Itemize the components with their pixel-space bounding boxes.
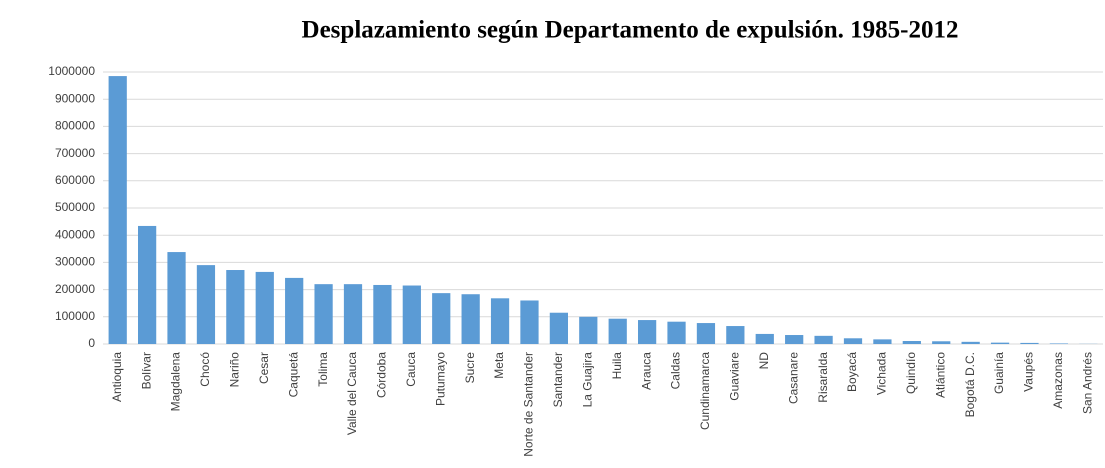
x-tick-label: Bolívar — [139, 352, 153, 389]
bar — [990, 342, 1010, 344]
bar — [638, 320, 657, 344]
x-tick-label: San Andrés — [1080, 352, 1094, 414]
x-tick-label: Guainía — [992, 352, 1006, 394]
x-tick-label: Atlántico — [933, 352, 947, 398]
x-tick-label: Santander — [551, 352, 565, 407]
y-tick-label: 500000 — [55, 200, 95, 214]
x-tick-label: Casanare — [786, 352, 800, 404]
bar — [167, 252, 186, 344]
chart-title: Desplazamiento según Departamento de exp… — [302, 17, 959, 44]
x-tick-label: La Guajira — [580, 352, 594, 408]
bar — [490, 298, 510, 344]
y-tick-label: 800000 — [55, 119, 95, 133]
bar — [373, 284, 392, 344]
x-tick-label: Boyacá — [845, 352, 859, 392]
x-tick-label: Norte de Santander — [522, 352, 536, 457]
bar — [696, 323, 716, 344]
x-tick-label: Magdalena — [169, 352, 183, 412]
bar — [755, 333, 774, 344]
x-tick-label: Córdoba — [375, 352, 389, 398]
x-tick-label: Caldas — [669, 352, 683, 389]
y-tick-label: 300000 — [55, 255, 95, 269]
y-tick-label: 200000 — [55, 282, 95, 296]
x-tick-label: Amazonas — [1051, 352, 1065, 409]
y-tick-label: 1000000 — [48, 64, 95, 78]
bar — [255, 271, 274, 344]
bar — [932, 341, 951, 344]
bar — [843, 338, 863, 344]
bar — [785, 335, 804, 344]
y-tick-label: 600000 — [55, 173, 95, 187]
x-tick-label: Arauca — [639, 352, 653, 390]
bar — [579, 316, 598, 344]
x-tick-label: Sucre — [463, 352, 477, 384]
bar — [108, 76, 127, 344]
bar — [814, 335, 833, 344]
x-tick-label: Huila — [610, 352, 624, 380]
bar — [1020, 342, 1039, 344]
y-tick-label: 900000 — [55, 91, 95, 105]
x-tick-label: Vaupés — [1022, 352, 1036, 392]
bar — [1049, 343, 1068, 344]
bar — [226, 270, 245, 344]
x-tick-label: Valle del Cauca — [345, 352, 359, 435]
x-tick-label: Chocó — [198, 352, 212, 387]
bar — [726, 326, 745, 344]
bar — [196, 265, 216, 344]
y-tick-label: 700000 — [55, 146, 95, 160]
x-tick-label: Quindío — [904, 352, 918, 394]
bar — [314, 284, 333, 344]
y-tick-label: 100000 — [55, 309, 95, 323]
bar — [138, 225, 157, 344]
x-tick-label: Cundinamarca — [698, 352, 712, 430]
x-tick-label: Meta — [492, 352, 506, 379]
x-tick-label: Nariño — [228, 352, 242, 388]
x-tick-label: Bogotá D.C. — [963, 352, 977, 417]
bar — [961, 341, 980, 344]
x-tick-label: Putumayo — [433, 352, 447, 406]
bar — [902, 341, 921, 344]
x-tick-label: Cesar — [257, 352, 271, 384]
y-tick-label: 400000 — [55, 227, 95, 241]
x-tick-label: ND — [757, 352, 771, 370]
x-tick-label: Guaviare — [728, 352, 742, 401]
bar — [285, 277, 304, 344]
bar — [608, 318, 627, 344]
bar — [461, 294, 480, 344]
bar — [520, 300, 539, 344]
bar — [402, 285, 421, 344]
x-tick-label: Risaralda — [816, 352, 830, 403]
x-tick-label: Tolima — [316, 352, 330, 387]
x-tick-label: Caquetá — [286, 352, 300, 398]
bar — [667, 321, 686, 344]
bar — [343, 284, 363, 344]
bar — [432, 293, 451, 344]
x-tick-label: Cauca — [404, 352, 418, 387]
x-tick-label: Antioquia — [110, 352, 124, 402]
bar — [873, 339, 892, 344]
y-tick-label: 0 — [88, 336, 95, 350]
x-tick-label: Vichada — [875, 352, 889, 395]
bar — [549, 312, 568, 344]
